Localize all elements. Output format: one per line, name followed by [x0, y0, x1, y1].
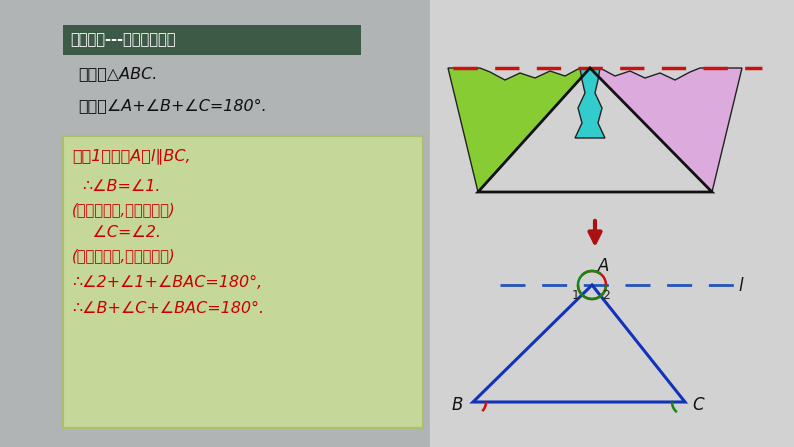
Text: 求证：∠A+∠B+∠C=180°.: 求证：∠A+∠B+∠C=180°.: [78, 98, 267, 113]
Text: 已知：△ABC.: 已知：△ABC.: [78, 66, 157, 81]
Bar: [0, 0, 430, 447]
Polygon shape: [448, 68, 590, 192]
Text: ∴∠2+∠1+∠BAC=180°,: ∴∠2+∠1+∠BAC=180°,: [72, 275, 262, 290]
Polygon shape: [575, 68, 605, 138]
Text: $A$: $A$: [597, 257, 610, 275]
Text: ∴∠B+∠C+∠BAC=180°.: ∴∠B+∠C+∠BAC=180°.: [72, 301, 264, 316]
Text: $l$: $l$: [738, 277, 745, 295]
Text: $C$: $C$: [692, 396, 706, 414]
Bar: [430, 0, 794, 447]
Text: $B$: $B$: [451, 396, 464, 414]
Text: 1: 1: [572, 289, 580, 302]
Text: (两直线平行,内错角相等): (两直线平行,内错角相等): [72, 202, 175, 217]
Text: ∠C=∠2.: ∠C=∠2.: [72, 225, 161, 240]
Text: 2: 2: [602, 289, 610, 302]
Text: 证法1：过点A作l∥BC,: 证法1：过点A作l∥BC,: [72, 148, 191, 164]
Bar: [63, 136, 423, 428]
Text: (两直线平行,内错角相等): (两直线平行,内错角相等): [72, 248, 175, 263]
Bar: [63, 25, 361, 55]
Text: 合作探究---三角形内角和: 合作探究---三角形内角和: [70, 33, 175, 47]
Polygon shape: [590, 68, 742, 192]
Text: ∴∠B=∠1.: ∴∠B=∠1.: [82, 179, 160, 194]
